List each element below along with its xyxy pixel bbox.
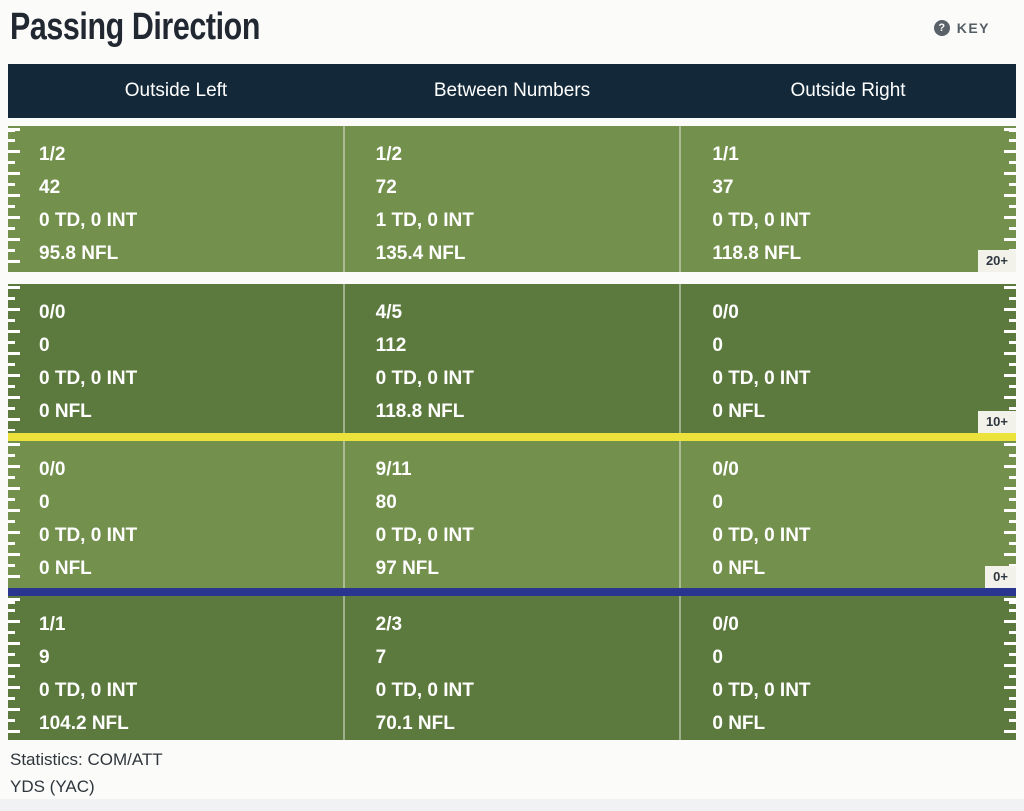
nfl-rating: 118.8 NFL	[712, 243, 802, 264]
td-int: 0 TD, 0 INT	[712, 210, 811, 231]
yard-ticks-left	[8, 286, 15, 431]
stat-cell-10plus-outside-right: 0/0 0 0 TD, 0 INT 0 NFL	[679, 284, 1016, 433]
field-row-10plus: 0/0 0 0 TD, 0 INT 0 NFL 4/5 112 0 TD, 0 …	[8, 284, 1016, 433]
stats-legend: Statistics: COM/ATT YDS (YAC)	[10, 746, 163, 800]
stat-cell-20plus-outside-right: 1/1 37 0 TD, 0 INT 118.8 NFL	[679, 126, 1016, 272]
yard-ticks-right	[1009, 128, 1016, 270]
stat-cell-20plus-between-numbers: 1/2 72 1 TD, 0 INT 135.4 NFL	[342, 126, 680, 272]
com-att: 0/0	[712, 459, 739, 480]
key-button[interactable]: ? KEY	[933, 20, 990, 36]
com-att: 1/1	[39, 614, 66, 635]
field-row-0plus: 0/0 0 0 TD, 0 INT 0 NFL 9/11 80 0 TD, 0 …	[8, 441, 1016, 588]
yards: 37	[712, 177, 734, 198]
stat-cell-behind-outside-right: 0/0 0 0 TD, 0 INT 0 NFL	[679, 596, 1016, 740]
nfl-rating: 95.8 NFL	[39, 243, 119, 264]
nfl-rating: 0 NFL	[39, 558, 92, 579]
field-row-20plus: 1/2 42 0 TD, 0 INT 95.8 NFL 1/2 72 1 TD,…	[8, 126, 1016, 272]
line-of-scrimmage	[8, 588, 1016, 596]
com-att: 2/3	[375, 614, 403, 635]
com-att: 0/0	[39, 302, 66, 323]
depth-label-0plus: 0+	[985, 566, 1016, 588]
yards: 9	[39, 647, 50, 668]
stats-legend-line1: Statistics: COM/ATT	[10, 750, 163, 769]
td-int: 1 TD, 0 INT	[375, 210, 474, 231]
depth-label-20plus: 20+	[977, 250, 1016, 272]
td-int: 0 TD, 0 INT	[375, 368, 474, 389]
key-button-label: KEY	[956, 20, 990, 36]
yard-ticks-left	[8, 443, 15, 586]
com-att: 0/0	[712, 302, 739, 323]
yard-ticks-left	[8, 128, 15, 270]
column-header-bar: Outside Left Between Numbers Outside Rig…	[8, 64, 1016, 118]
column-header-outside-left: Outside Left	[124, 80, 228, 101]
td-int: 0 TD, 0 INT	[39, 368, 138, 389]
com-att: 1/2	[39, 144, 66, 165]
td-int: 0 TD, 0 INT	[712, 525, 811, 546]
column-header-between-numbers: Between Numbers	[433, 80, 591, 101]
td-int: 0 TD, 0 INT	[39, 210, 138, 231]
nfl-rating: 0 NFL	[712, 401, 766, 422]
yards: 0	[712, 647, 723, 668]
com-att: 0/0	[39, 459, 66, 480]
nfl-rating: 0 NFL	[712, 558, 766, 579]
td-int: 0 TD, 0 INT	[375, 680, 474, 701]
stat-cell-10plus-outside-left: 0/0 0 0 TD, 0 INT 0 NFL	[8, 284, 343, 433]
yard-ticks-left	[8, 598, 15, 738]
nfl-rating: 135.4 NFL	[375, 243, 466, 264]
first-down-line	[8, 433, 1016, 441]
stats-legend-line2: YDS (YAC)	[10, 777, 95, 796]
stat-cell-0plus-between-numbers: 9/11 80 0 TD, 0 INT 97 NFL	[342, 441, 680, 588]
depth-label-10plus: 10+	[977, 411, 1016, 433]
td-int: 0 TD, 0 INT	[39, 680, 138, 701]
stat-cell-0plus-outside-right: 0/0 0 0 TD, 0 INT 0 NFL	[679, 441, 1016, 588]
td-int: 0 TD, 0 INT	[375, 525, 474, 546]
yard-ticks-right	[1009, 443, 1016, 586]
page-title: Passing Direction	[10, 6, 260, 48]
yards: 0	[39, 335, 50, 356]
com-att: 1/2	[375, 144, 403, 165]
yards: 80	[375, 492, 397, 513]
com-att: 4/5	[375, 302, 403, 323]
com-att: 1/1	[712, 144, 739, 165]
yards: 0	[39, 492, 50, 513]
yards: 0	[712, 492, 723, 513]
yards: 0	[712, 335, 723, 356]
stat-cell-behind-between-numbers: 2/3 7 0 TD, 0 INT 70.1 NFL	[342, 596, 680, 740]
td-int: 0 TD, 0 INT	[712, 368, 811, 389]
yards: 112	[375, 335, 407, 356]
yard-ticks-right	[1009, 598, 1016, 738]
yards: 72	[375, 177, 397, 198]
nfl-rating: 97 NFL	[375, 558, 440, 579]
td-int: 0 TD, 0 INT	[39, 525, 138, 546]
yards: 42	[39, 177, 61, 198]
stat-cell-20plus-outside-left: 1/2 42 0 TD, 0 INT 95.8 NFL	[8, 126, 343, 272]
field-row-behind-los: 1/1 9 0 TD, 0 INT 104.2 NFL 2/3 7 0 TD, …	[8, 596, 1016, 740]
stat-cell-10plus-between-numbers: 4/5 112 0 TD, 0 INT 118.8 NFL	[342, 284, 680, 433]
nfl-rating: 0 NFL	[39, 401, 92, 422]
bottom-divider	[0, 799, 1024, 811]
column-header-outside-right: Outside Right	[790, 80, 906, 101]
com-att: 9/11	[375, 459, 412, 480]
stat-cell-0plus-outside-left: 0/0 0 0 TD, 0 INT 0 NFL	[8, 441, 343, 588]
stat-cell-behind-outside-left: 1/1 9 0 TD, 0 INT 104.2 NFL	[8, 596, 343, 740]
yards: 7	[375, 647, 387, 668]
td-int: 0 TD, 0 INT	[712, 680, 811, 701]
nfl-rating: 70.1 NFL	[375, 713, 455, 734]
yard-ticks-right	[1009, 286, 1016, 431]
help-icon: ?	[933, 20, 950, 36]
com-att: 0/0	[712, 614, 739, 635]
nfl-rating: 0 NFL	[712, 713, 766, 734]
nfl-rating: 118.8 NFL	[375, 401, 465, 422]
nfl-rating: 104.2 NFL	[39, 713, 129, 734]
